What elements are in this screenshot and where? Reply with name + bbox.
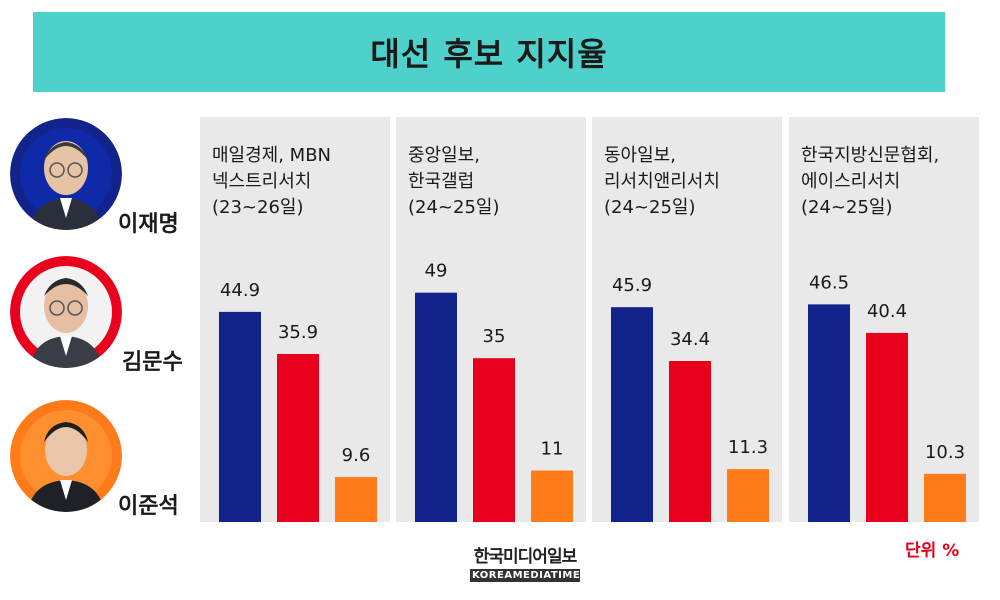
bar-lee-jaemyung <box>808 304 850 522</box>
candidate-kim-moonsoo: 김문수 <box>10 256 190 376</box>
chart-title: 대선 후보 지지율 <box>370 35 608 73</box>
bar-value-label: 10.3 <box>925 442 965 463</box>
source-logo-english: KOREAMEDIATIMES <box>470 569 588 582</box>
bar-chart: 46.5 40.4 10.3 <box>808 272 966 522</box>
bar-value-label: 11 <box>541 439 564 460</box>
bar-value-label: 40.4 <box>867 301 907 322</box>
bar-chart: 44.9 35.9 9.6 <box>219 280 377 522</box>
bar-lee-jaemyung <box>415 292 457 522</box>
candidate-lee-junseok: 이준석 <box>10 400 190 520</box>
source-logo-korean: 한국미디어일보 <box>473 547 577 567</box>
avatar <box>10 256 122 368</box>
bar-kim-moonsoo <box>669 361 711 522</box>
candidate-lee-jaemyung: 이재명 <box>10 118 190 238</box>
poll-label: 한국지방신문협회, 에이스리서치 (24~25일) <box>801 145 940 218</box>
bar-lee-junseok <box>727 469 769 522</box>
bar-value-label: 11.3 <box>728 437 768 458</box>
portrait-icon <box>10 118 122 230</box>
poll-label: 중앙일보, 한국갤럽 (24~25일) <box>408 145 500 218</box>
bar-value-label: 9.6 <box>342 445 371 466</box>
bar-value-label: 49 <box>425 261 448 282</box>
poll-panel: 45.9 34.4 11.3 동아일보, 리서치앤리서치 (24~25일) <box>592 117 782 522</box>
title-banner: 대선 후보 지지율 <box>33 12 945 92</box>
poll-panel: 49 35 11 중앙일보, 한국갤럽 (24~25일) <box>396 117 586 522</box>
bar-kim-moonsoo <box>277 353 319 522</box>
avatar <box>10 400 122 512</box>
portrait-icon <box>10 256 122 368</box>
poll-panel: 46.5 40.4 10.3 한국지방신문협회, 에이스리서치 (24~25일) <box>789 117 979 522</box>
bar-chart: 45.9 34.4 11.3 <box>611 275 769 522</box>
unit-label: 단위 % <box>905 541 960 561</box>
candidate-name: 김문수 <box>122 350 183 375</box>
bar-lee-junseok <box>335 477 377 522</box>
poll-panel: 44.9 35.9 9.6 매일경제, MBN 넥스트리서치 (23~26일) <box>200 117 390 522</box>
bar-lee-jaemyung <box>219 311 261 522</box>
candidate-name: 이준석 <box>118 494 179 519</box>
poll-label: 매일경제, MBN 넥스트리서치 (23~26일) <box>212 145 332 218</box>
bar-value-label: 35 <box>483 326 506 347</box>
candidate-name: 이재명 <box>118 212 179 237</box>
bar-value-label: 44.9 <box>220 280 260 301</box>
bar-lee-junseok <box>924 473 966 522</box>
poll-label: 동아일보, 리서치앤리서치 (24~25일) <box>604 145 720 218</box>
bar-lee-junseok <box>531 470 573 522</box>
bar-lee-jaemyung <box>611 307 653 522</box>
bar-value-label: 34.4 <box>670 329 710 350</box>
bar-value-label: 46.5 <box>809 272 849 293</box>
portrait-icon <box>10 400 122 512</box>
bar-kim-moonsoo <box>473 358 515 522</box>
bar-chart: 49 35 11 <box>415 261 573 522</box>
bar-value-label: 45.9 <box>612 275 652 296</box>
bar-kim-moonsoo <box>866 332 908 522</box>
bar-value-label: 35.9 <box>278 322 318 343</box>
avatar <box>10 118 122 230</box>
source-logo: 한국미디어일보 KOREAMEDIATIMES <box>470 542 588 582</box>
